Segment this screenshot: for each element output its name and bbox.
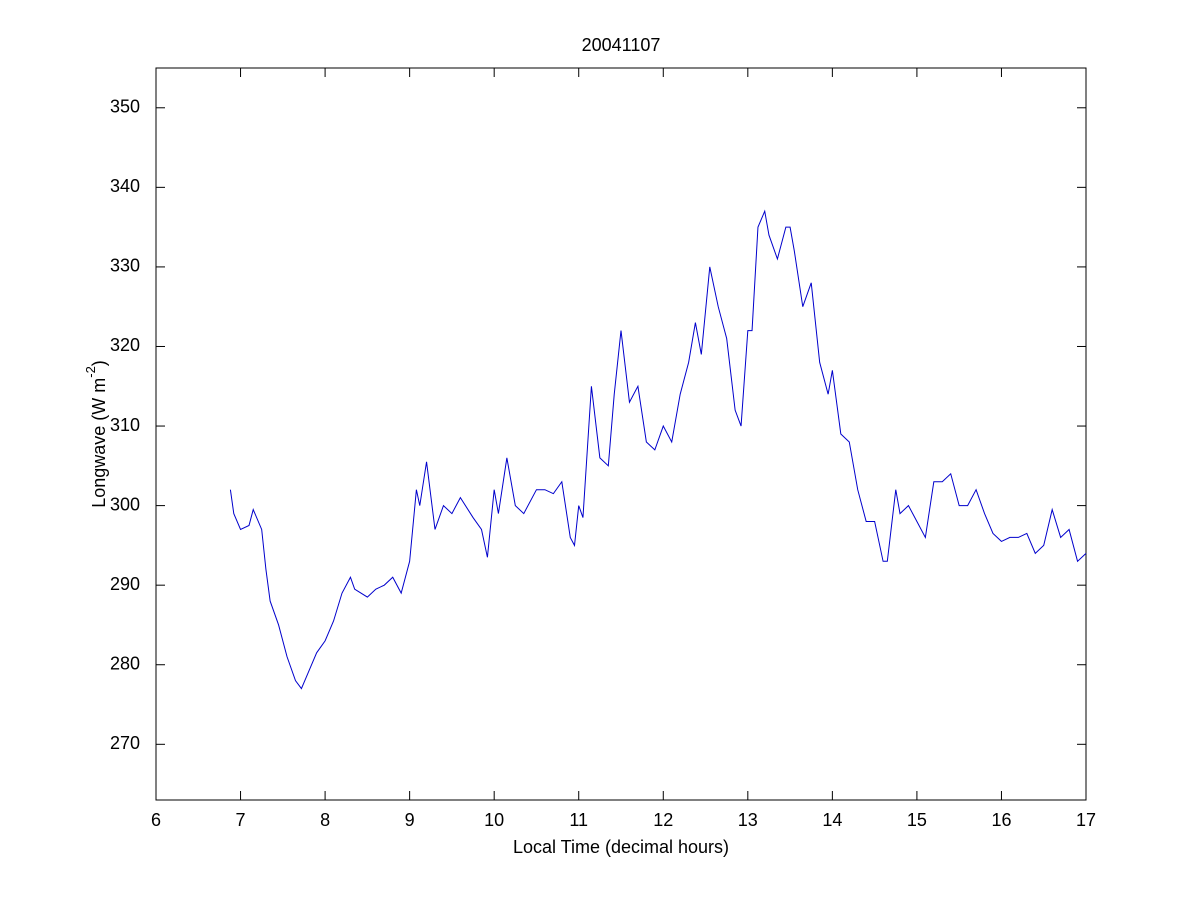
y-tick-label: 300 xyxy=(110,494,140,514)
y-tick-label: 340 xyxy=(110,176,140,196)
x-tick-label: 13 xyxy=(738,810,758,830)
y-axis-label: Longwave (W m-2) xyxy=(83,360,108,508)
x-tick-label: 8 xyxy=(320,810,330,830)
x-axis-label: Local Time (decimal hours) xyxy=(513,837,729,857)
x-tick-label: 14 xyxy=(822,810,842,830)
y-tick-label: 310 xyxy=(110,415,140,435)
x-tick-label: 15 xyxy=(907,810,927,830)
x-tick-label: 6 xyxy=(151,810,161,830)
x-tick-label: 11 xyxy=(569,810,588,830)
y-tick-label: 280 xyxy=(110,653,140,673)
y-tick-label: 330 xyxy=(110,256,140,276)
x-tick-label: 12 xyxy=(653,810,673,830)
y-tick-label: 320 xyxy=(110,335,140,355)
chart-title: 20041107 xyxy=(582,35,661,55)
y-tick-label: 270 xyxy=(110,733,140,753)
x-tick-label: 16 xyxy=(991,810,1011,830)
x-tick-label: 7 xyxy=(236,810,246,830)
plot-frame xyxy=(155,67,1087,801)
y-axis-label-text: Longwave (W m xyxy=(89,378,109,508)
y-tick-label: 350 xyxy=(110,97,140,117)
y-axis-label-exponent: -2 xyxy=(83,366,98,378)
x-tick-label: 9 xyxy=(405,810,415,830)
y-axis-label-end: ) xyxy=(89,360,109,366)
x-tick-label: 10 xyxy=(484,810,504,830)
x-tick-label: 17 xyxy=(1076,810,1096,830)
data-line xyxy=(229,209,1087,690)
y-tick-label: 290 xyxy=(110,574,140,594)
